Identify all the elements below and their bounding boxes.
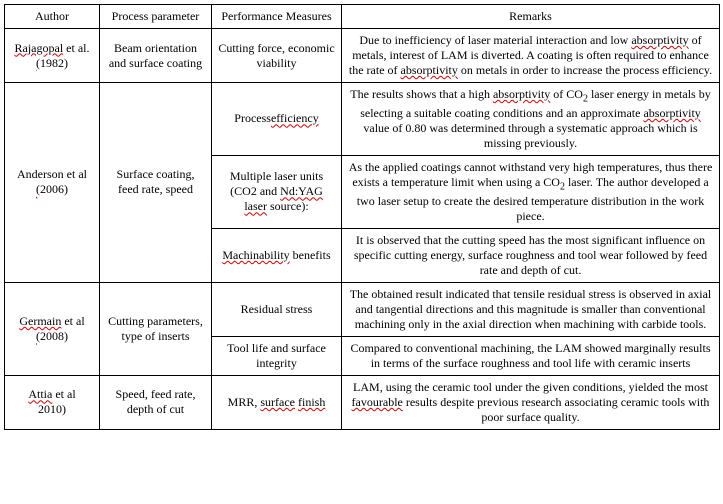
- perf-term: surface: [260, 395, 295, 409]
- author-year: 2008): [40, 329, 68, 343]
- header-process: Process parameter: [100, 5, 212, 29]
- author-name: Rajagopal: [15, 41, 64, 55]
- cell-remarks: It is observed that the cutting speed ha…: [342, 228, 720, 282]
- cell-perf: MRR, surface finish: [212, 375, 342, 429]
- cell-perf: Cutting force, economic viability: [212, 29, 342, 83]
- remarks-term: absorptivity: [401, 63, 458, 77]
- literature-table: Author Process parameter Performance Mea…: [4, 4, 720, 430]
- cell-remarks: As the applied coatings cannot withstand…: [342, 155, 720, 228]
- remarks-text: Due to inefficiency of laser material in…: [359, 33, 631, 47]
- remarks-text: on metals in order to increase the proce…: [458, 63, 712, 77]
- perf-term: efficiency: [271, 111, 319, 125]
- perf-text: MRR,: [228, 395, 261, 409]
- remarks-term: absorptivity: [631, 33, 688, 47]
- author-year: 2010): [38, 402, 66, 416]
- cell-author: Germain et al (2008): [5, 282, 100, 375]
- cell-process: Surface coating, feed rate, speed: [100, 83, 212, 283]
- perf-term: Nd:YAG: [280, 184, 323, 198]
- author-name: Anderson et al: [17, 167, 87, 181]
- cell-remarks: LAM, using the ceramic tool under the gi…: [342, 375, 720, 429]
- author-name: Attia: [28, 387, 52, 401]
- remarks-text: value of 0.80 was determined through a s…: [363, 121, 697, 150]
- perf-term: finish: [298, 395, 325, 409]
- cell-remarks: Due to inefficiency of laser material in…: [342, 29, 720, 83]
- table-row: Anderson et al (2006) Surface coating, f…: [5, 83, 720, 156]
- author-etal: et al.: [63, 41, 89, 55]
- remarks-text: LAM, using the ceramic tool under the gi…: [353, 380, 708, 394]
- remarks-term: favourable: [352, 395, 403, 409]
- cell-process: Speed, feed rate, depth of cut: [100, 375, 212, 429]
- cell-author: Anderson et al (2006): [5, 83, 100, 283]
- header-author: Author: [5, 5, 100, 29]
- perf-term: laser: [244, 199, 267, 213]
- cell-perf: Residual stress: [212, 282, 342, 336]
- author-etal: et al: [52, 387, 75, 401]
- remarks-text: of CO: [550, 87, 583, 101]
- author-etal: et al: [61, 314, 84, 328]
- cell-remarks: Compared to conventional machining, the …: [342, 336, 720, 375]
- table-row: Germain et al (2008) Cutting parameters,…: [5, 282, 720, 336]
- perf-term: Machinability: [222, 248, 289, 262]
- header-remarks: Remarks: [342, 5, 720, 29]
- table-row: Attia et al 2010) Speed, feed rate, dept…: [5, 375, 720, 429]
- table-header-row: Author Process parameter Performance Mea…: [5, 5, 720, 29]
- remarks-term: absorptivity: [643, 106, 700, 120]
- author-year: 1982): [40, 56, 68, 70]
- cell-author: Attia et al 2010): [5, 375, 100, 429]
- header-perf: Performance Measures: [212, 5, 342, 29]
- author-name: Germain: [19, 314, 61, 328]
- author-year: 2006): [40, 182, 68, 196]
- cell-perf: Tool life and surface integrity: [212, 336, 342, 375]
- cell-perf: Processefficiency: [212, 83, 342, 156]
- perf-text: benefits: [290, 248, 331, 262]
- remarks-text: results despite previous research associ…: [403, 395, 710, 424]
- cell-remarks: The results shows that a high absorptivi…: [342, 83, 720, 156]
- cell-perf: Multiple laser units (CO2 and Nd:YAG las…: [212, 155, 342, 228]
- cell-process: Beam orientation and surface coating: [100, 29, 212, 83]
- perf-text: source):: [267, 199, 309, 213]
- remarks-text: The results shows that a high: [350, 87, 493, 101]
- cell-process: Cutting parameters, type of inserts: [100, 282, 212, 375]
- perf-text: Process: [234, 111, 271, 125]
- cell-perf: Machinability benefits: [212, 228, 342, 282]
- cell-author: Rajagopal et al. (1982): [5, 29, 100, 83]
- remarks-term: absorptivity: [493, 87, 550, 101]
- cell-remarks: The obtained result indicated that tensi…: [342, 282, 720, 336]
- table-row: Rajagopal et al. (1982) Beam orientation…: [5, 29, 720, 83]
